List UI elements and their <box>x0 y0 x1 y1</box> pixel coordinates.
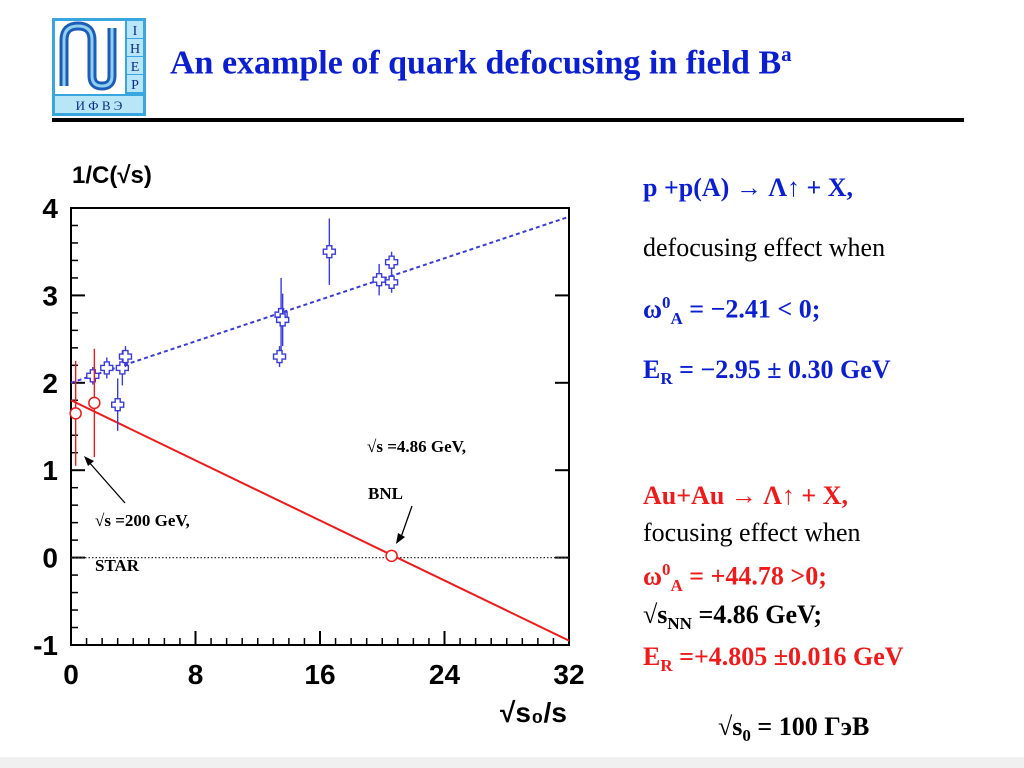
y-tick-label: -1 <box>33 630 58 661</box>
circle-marker <box>88 396 101 410</box>
auau-omega: ω0A = +44.78 >0; <box>643 560 827 595</box>
plot-frame <box>70 207 570 646</box>
pp-effect: defocusing effect when <box>643 233 886 262</box>
auau-reaction: Au+Au → Λ↑ + X, <box>643 481 849 510</box>
logo-letter-h: H <box>130 42 140 57</box>
data-point <box>322 218 337 285</box>
logo-letter-i: I <box>133 24 138 39</box>
cross-marker <box>372 272 386 287</box>
cross-marker <box>322 245 337 259</box>
data-point <box>69 360 82 466</box>
data-points <box>69 218 399 563</box>
x-tick-label: 32 <box>553 659 584 690</box>
page-title-text: An example of quark defocusing in field … <box>170 44 782 82</box>
data-point <box>100 357 114 379</box>
star-arrow-head <box>84 456 94 466</box>
cross-marker <box>86 369 100 383</box>
data-point <box>275 293 290 347</box>
title-divider <box>52 118 964 122</box>
fit-line-1 <box>70 399 570 642</box>
pp-reaction: p +p(A) → Λ↑ + X, <box>643 173 854 202</box>
auau-effect: focusing effect when <box>643 518 861 547</box>
x-tick-label: 0 <box>63 659 79 690</box>
cross-marker <box>118 349 133 364</box>
cross-marker <box>384 255 399 269</box>
y-tick-label: 2 <box>42 368 58 399</box>
data-point <box>385 549 398 563</box>
x-tick-label: 24 <box>429 659 461 690</box>
bnl-arrow-line <box>399 505 413 541</box>
s0-formula: √s0 = 100 ГэВ <box>718 712 870 746</box>
bottom-strip <box>0 757 1024 768</box>
auau-energy: ER =+4.805 ±0.016 GeV <box>643 642 904 676</box>
fit-line-0 <box>70 215 570 384</box>
logo-letter-e: E <box>131 60 140 75</box>
cross-marker <box>275 313 290 327</box>
data-point <box>372 263 386 296</box>
pp-energy: ER = −2.95 ± 0.30 GeV <box>643 355 891 389</box>
star-annotation-line1: √s =200 GeV, <box>95 511 190 530</box>
pp-omega: ω0A = −2.41 < 0; <box>643 293 821 328</box>
y-tick-label: 0 <box>42 543 58 574</box>
cross-marker <box>272 349 287 364</box>
y-tick-label: 4 <box>42 193 58 224</box>
data-point <box>272 346 287 368</box>
star-annotation-line2: STAR <box>95 556 140 575</box>
circle-marker <box>385 549 398 563</box>
data-point <box>384 271 399 293</box>
cross-marker <box>110 397 125 412</box>
star-arrow-line <box>87 460 126 504</box>
data-point <box>86 367 100 385</box>
cross-marker <box>384 275 399 289</box>
fit-lines <box>70 215 570 642</box>
data-point <box>118 346 133 368</box>
data-point <box>384 251 399 273</box>
logo-bottom-text: И Ф В Э <box>76 98 123 113</box>
bnl-annotation-line2: BNL <box>368 484 403 503</box>
cross-marker <box>100 361 114 375</box>
page-title-sup: a <box>781 42 792 66</box>
ihep-logo: I H E P И Ф В Э <box>52 18 146 116</box>
y-tick-label: 1 <box>42 455 58 486</box>
bnl-arrow-head <box>396 533 405 544</box>
data-point <box>110 378 125 431</box>
bnl-annotation-line1: √s =4.86 GeV, <box>367 437 466 456</box>
x-tick-label: 16 <box>304 659 335 690</box>
page-title: An example of quark defocusing in field … <box>170 42 990 82</box>
data-point <box>88 348 101 458</box>
logo-letter-p: P <box>131 78 139 93</box>
y-axis-label: 1/C(√s) <box>72 162 152 189</box>
y-tick-label: 3 <box>42 280 58 311</box>
x-tick-label: 8 <box>188 659 204 690</box>
circle-marker <box>69 407 82 420</box>
x-axis-label: √s₀/s <box>500 697 567 728</box>
auau-snn: √sNN =4.86 GeV; <box>643 600 823 634</box>
